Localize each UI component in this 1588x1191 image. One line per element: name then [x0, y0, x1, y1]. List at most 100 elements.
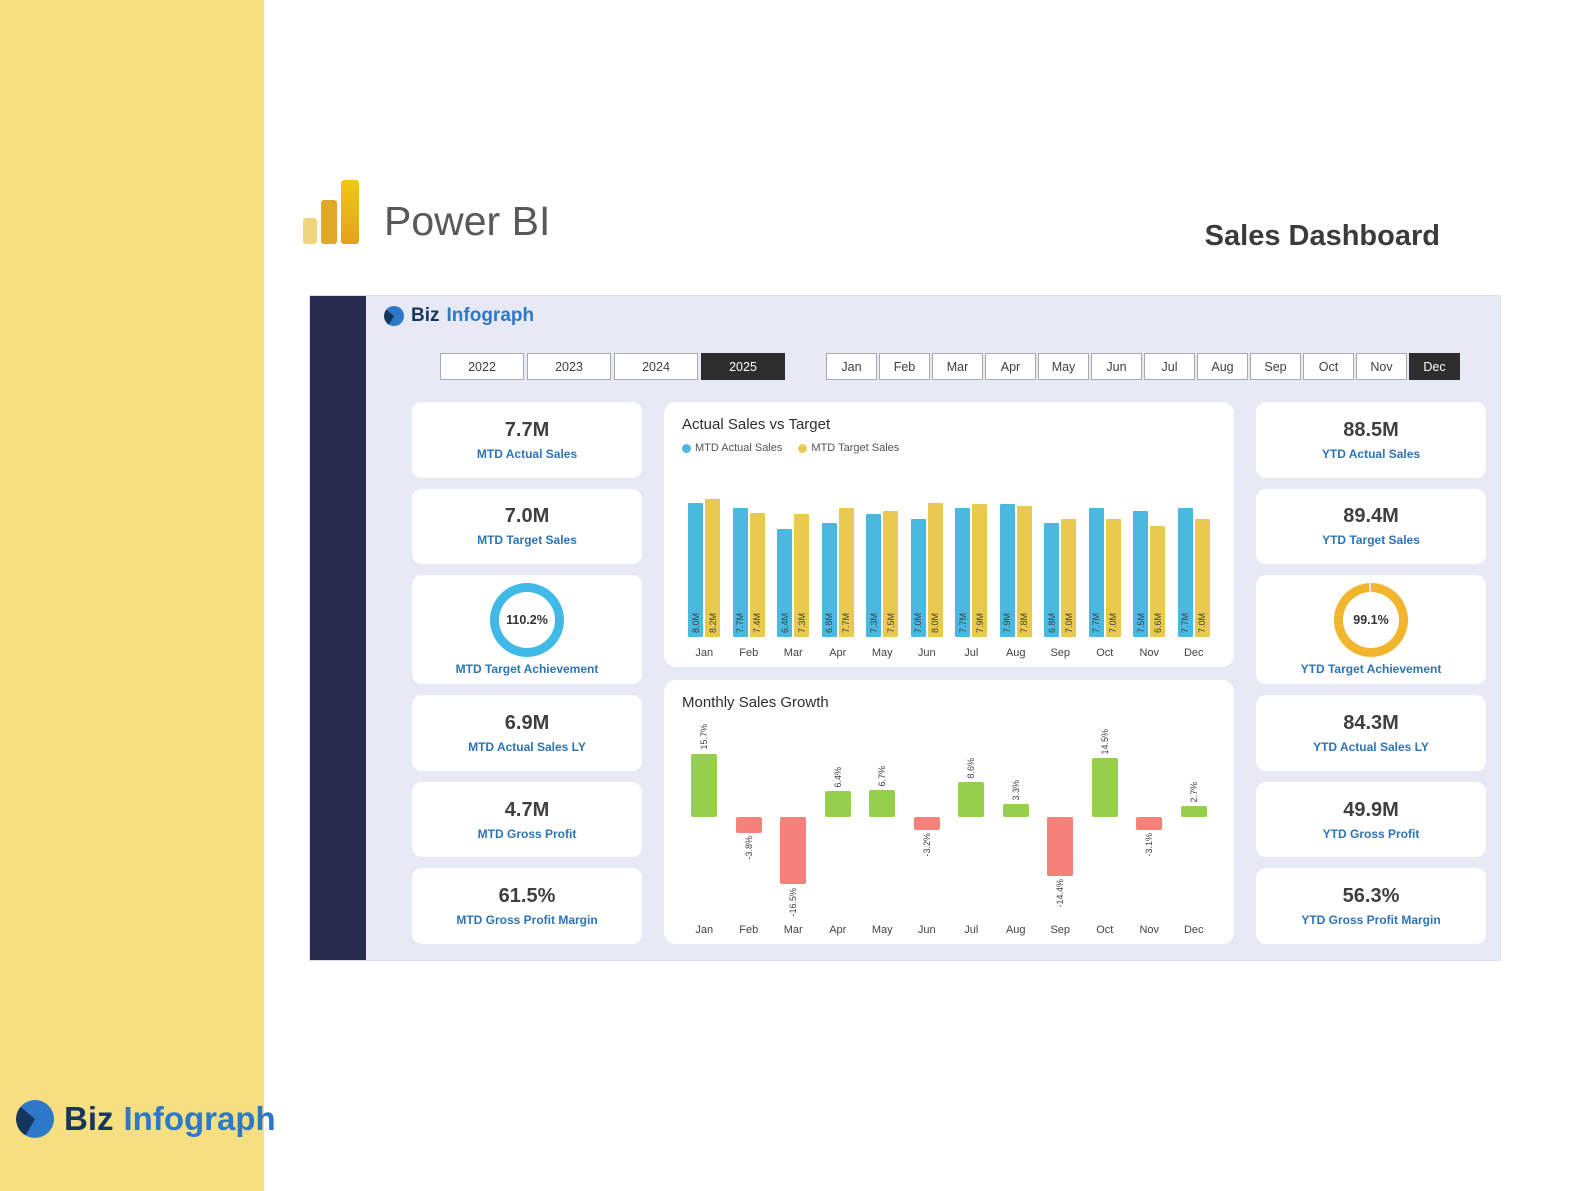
bar-mtd-actual-sales-apr[interactable]: 6.8M: [821, 522, 837, 637]
kpi-label: YTD Gross Profit: [1322, 826, 1420, 841]
kpi-card-mtd-gross-profit-margin: 61.5% MTD Gross Profit Margin: [412, 868, 642, 944]
bar-mtd-target-sales-dec[interactable]: 7.0M: [1194, 519, 1210, 637]
year-button-2024[interactable]: 2024: [614, 353, 698, 380]
kpi-value: 7.7M: [504, 418, 550, 441]
powerbi-logo-icon: [303, 178, 365, 244]
x-axis-label: Jul: [964, 646, 979, 659]
growth-value-label: -3.8%: [743, 835, 754, 860]
bar-mtd-target-sales-mar[interactable]: 7.3M: [794, 514, 810, 637]
bar-mtd-actual-sales-aug[interactable]: 7.9M: [999, 504, 1015, 637]
bar-value-label: 7.3M: [868, 613, 879, 634]
bar-mtd-target-sales-may[interactable]: 7.5M: [883, 511, 899, 637]
bar-value-label: 7.0M: [913, 613, 924, 634]
bar-value-label: 8.0M: [690, 613, 701, 634]
dashboard-main: 7.7M MTD Actual Sales 7.0M MTD Target Sales…: [412, 402, 1486, 944]
kpi-label: MTD Gross Profit: [477, 826, 577, 841]
bar-mtd-target-sales-jul[interactable]: 7.9M: [972, 504, 988, 637]
bar-mtd-target-sales-jun[interactable]: 8.0M: [927, 502, 943, 637]
x-axis-label: Oct: [1096, 924, 1114, 936]
brand-biz: Biz: [411, 305, 440, 326]
kpi-card-ytd-actual-sales: 88.5M YTD Actual Sales: [1256, 402, 1486, 478]
bar-mtd-target-sales-aug[interactable]: 7.8M: [1016, 506, 1032, 637]
year-button-2023[interactable]: 2023: [527, 353, 611, 380]
growth-bar-dec[interactable]: [1180, 806, 1207, 818]
growth-slot-oct: 14.5%: [1083, 726, 1128, 913]
x-axis-label: Apr: [829, 646, 847, 659]
legend-label-target: MTD Target Sales: [811, 442, 900, 454]
month-button-nov[interactable]: Nov: [1356, 353, 1407, 380]
bar-value-label: 7.0M: [1063, 613, 1074, 634]
month-button-jul[interactable]: Jul: [1144, 353, 1195, 380]
pie-chart-icon: [16, 1100, 54, 1138]
growth-bar-jun[interactable]: [913, 817, 940, 831]
month-button-sep[interactable]: Sep: [1250, 353, 1301, 380]
bar-mtd-target-sales-feb[interactable]: 7.4M: [749, 512, 765, 637]
growth-bar-feb[interactable]: [735, 817, 762, 833]
kpi-value: 56.3%: [1342, 885, 1400, 908]
dashboard-brand: Biz Infograph: [384, 305, 534, 327]
x-axis-label: Nov: [1139, 646, 1160, 659]
growth-bar-may[interactable]: [869, 790, 896, 818]
growth-bar-apr[interactable]: [824, 791, 851, 818]
bar-mtd-target-sales-oct[interactable]: 7.0M: [1105, 519, 1121, 637]
bar-group-oct: 7.7M 7.0M: [1083, 486, 1128, 637]
bar-group-apr: 6.8M 7.7M: [816, 486, 861, 637]
bar-mtd-target-sales-sep[interactable]: 7.0M: [1061, 519, 1077, 637]
month-button-mar[interactable]: Mar: [932, 353, 983, 380]
kpi-label: YTD Gross Profit Margin: [1301, 913, 1441, 928]
x-axis-label: Aug: [1005, 924, 1026, 936]
bar-group-jan: 8.0M 8.2M: [682, 486, 727, 637]
year-button-2022[interactable]: 2022: [440, 353, 524, 380]
bar-mtd-actual-sales-may[interactable]: 7.3M: [866, 514, 882, 637]
growth-bar-aug[interactable]: [1002, 803, 1029, 818]
legend-item-target: MTD Target Sales: [798, 442, 899, 454]
donut-value: 110.2%: [499, 592, 555, 649]
growth-bar-sep[interactable]: [1047, 817, 1074, 876]
month-button-jan[interactable]: Jan: [826, 353, 877, 380]
side-accent-band: [0, 0, 264, 1191]
bar-value-label: 7.7M: [1180, 613, 1191, 634]
month-button-aug[interactable]: Aug: [1197, 353, 1248, 380]
sales-vs-target-xaxis: Jan Feb Mar Apr May Jun Jul Aug Sep Oct Nov Dec: [682, 647, 1216, 659]
month-button-may[interactable]: May: [1038, 353, 1089, 380]
month-button-apr[interactable]: Apr: [985, 353, 1036, 380]
growth-bar-jan[interactable]: [691, 753, 718, 818]
x-axis-label: Dec: [1183, 646, 1204, 659]
bar-mtd-actual-sales-sep[interactable]: 6.8M: [1044, 522, 1060, 637]
bar-mtd-actual-sales-feb[interactable]: 7.7M: [732, 507, 748, 637]
powerbi-bar-small: [303, 218, 317, 244]
bar-mtd-actual-sales-oct[interactable]: 7.7M: [1088, 507, 1104, 637]
kpi-value: 49.9M: [1343, 798, 1399, 821]
kpi-label: MTD Actual Sales LY: [468, 740, 586, 755]
bar-mtd-target-sales-nov[interactable]: 6.6M: [1150, 526, 1166, 637]
bar-mtd-actual-sales-jul[interactable]: 7.7M: [955, 507, 971, 637]
kpi-card-ytd-actual-sales-ly: 84.3M YTD Actual Sales LY: [1256, 695, 1486, 771]
bar-value-label: 7.3M: [796, 613, 807, 634]
bar-mtd-actual-sales-nov[interactable]: 7.5M: [1133, 511, 1149, 637]
growth-bar-jul[interactable]: [958, 782, 985, 818]
legend-item-actual: MTD Actual Sales: [682, 442, 782, 454]
growth-slot-jul: 8.6%: [949, 726, 994, 913]
bar-mtd-actual-sales-dec[interactable]: 7.7M: [1177, 507, 1193, 637]
bar-mtd-target-sales-apr[interactable]: 7.7M: [838, 507, 854, 637]
month-button-oct[interactable]: Oct: [1303, 353, 1354, 380]
x-axis-label: Oct: [1096, 646, 1114, 659]
kpi-card-ytd-gross-profit-margin: 56.3% YTD Gross Profit Margin: [1256, 868, 1486, 944]
month-button-feb[interactable]: Feb: [879, 353, 930, 380]
bar-mtd-target-sales-jan[interactable]: 8.2M: [705, 499, 721, 637]
month-button-dec[interactable]: Dec: [1409, 353, 1460, 380]
donut-mtd-target-achievement: 110.2%: [490, 583, 564, 658]
kpi-value: 88.5M: [1343, 418, 1399, 441]
kpi-label: MTD Actual Sales: [476, 446, 578, 461]
growth-slot-nov: -3.1%: [1127, 726, 1172, 913]
kpi-card-ytd-target-achievement: 99.1% YTD Target Achievement: [1256, 575, 1486, 685]
bar-mtd-actual-sales-jan[interactable]: 8.0M: [688, 502, 704, 637]
year-button-2025[interactable]: 2025: [701, 353, 785, 380]
growth-bar-oct[interactable]: [1091, 758, 1118, 818]
kpi-label: MTD Target Sales: [477, 533, 577, 548]
bar-mtd-actual-sales-jun[interactable]: 7.0M: [910, 519, 926, 637]
growth-bar-nov[interactable]: [1136, 817, 1163, 830]
bar-mtd-actual-sales-mar[interactable]: 6.4M: [777, 529, 793, 637]
growth-bar-mar[interactable]: [780, 817, 807, 885]
month-button-jun[interactable]: Jun: [1091, 353, 1142, 380]
